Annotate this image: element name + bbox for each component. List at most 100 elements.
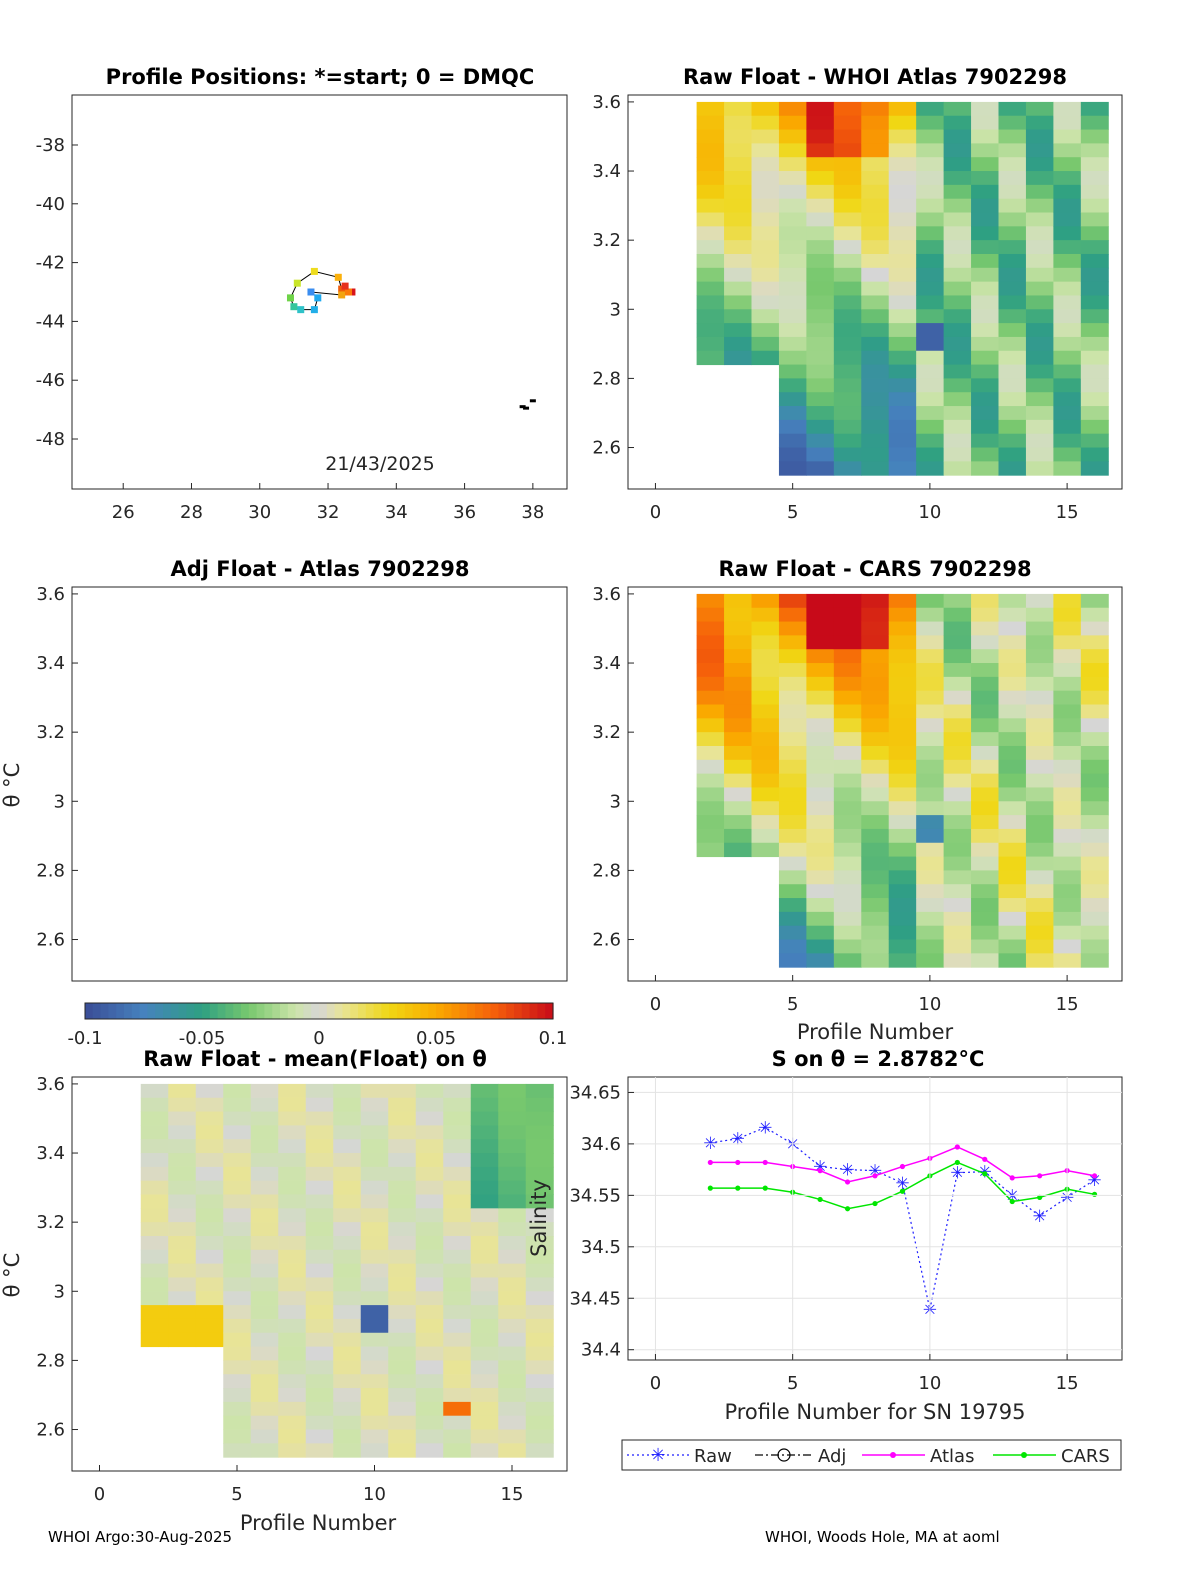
heat-cell (724, 828, 752, 844)
heat-cell (140, 1097, 169, 1113)
heat-cell (1025, 732, 1054, 747)
heat-cell (1080, 461, 1109, 476)
heat-cell (916, 198, 945, 214)
heat-cell (360, 1111, 389, 1126)
x-tick-label: 10 (363, 1484, 386, 1505)
heat-cell (806, 745, 835, 761)
heat-cell (223, 1401, 252, 1417)
heat-cell (1053, 171, 1082, 186)
heat-cell (696, 593, 725, 609)
heat-cell (724, 157, 752, 172)
heat-cell (1025, 898, 1054, 913)
heat-cell (751, 143, 780, 158)
heat-cell (833, 419, 862, 435)
heat-cell (443, 1346, 472, 1361)
heat-cell (498, 1374, 527, 1389)
heat-cell (333, 1429, 362, 1444)
heat-cell (1080, 281, 1109, 296)
heat-cell (861, 378, 890, 393)
heat-cell (971, 184, 999, 200)
colorbar-segment (467, 1003, 476, 1019)
heat-cell (696, 350, 725, 366)
series-point-atlas (762, 1159, 768, 1166)
heat-cell (916, 226, 945, 241)
heat-cell (916, 925, 945, 941)
heat-cell (971, 378, 999, 393)
heat-cell (470, 1083, 499, 1099)
heat-cell (1053, 704, 1082, 719)
heat-cell (833, 925, 862, 941)
heat-cell (943, 406, 972, 421)
heat-cell (943, 787, 972, 802)
heat-cell (998, 607, 1027, 623)
heat-cell (168, 1153, 197, 1168)
heat-cell (916, 267, 945, 283)
heat-cell (360, 1249, 389, 1265)
heat-cell (470, 1346, 499, 1361)
heat-cell (971, 198, 999, 214)
y-tick-label: 2.6 (592, 438, 621, 459)
heat-cell (1080, 856, 1109, 871)
heat-cell (388, 1415, 417, 1431)
heat-cell (916, 884, 945, 899)
heat-cell (278, 1374, 307, 1389)
series-point-atlas (817, 1168, 823, 1174)
heat-cell (278, 1166, 307, 1182)
heat-cell (696, 253, 725, 269)
heat-cell (943, 240, 972, 255)
heat-cell (140, 1235, 169, 1251)
heat-cell (1025, 392, 1054, 407)
colorbar-segment (124, 1003, 133, 1019)
heat-cell (278, 1083, 307, 1099)
heat-cell (1053, 198, 1082, 214)
heat-cell (1053, 226, 1082, 241)
heat-cell (888, 378, 917, 393)
heat-cell (916, 184, 945, 200)
heat-cell (498, 1166, 527, 1182)
heat-cell (1025, 607, 1054, 623)
heat-cell (943, 621, 972, 636)
heat-cell (333, 1305, 362, 1320)
heat-cell (278, 1388, 307, 1403)
heat-cell (916, 690, 945, 706)
heat-cell (696, 115, 725, 131)
heat-cell (168, 1305, 197, 1320)
heat-cell (778, 240, 807, 255)
heat-cell (971, 773, 999, 788)
heat-cell (470, 1305, 499, 1320)
y-tick-label: 34.45 (569, 1288, 621, 1309)
ylabel-mean-float: θ °C (0, 1253, 24, 1298)
heat-cell (1025, 718, 1054, 733)
heat-cell (696, 828, 725, 844)
heat-cell (943, 925, 972, 941)
y-tick-label: 2.6 (592, 930, 621, 951)
heat-cell (1053, 759, 1082, 775)
heat-cell (1080, 593, 1109, 609)
heat-cell (751, 129, 780, 144)
heat-cell (888, 157, 917, 172)
heat-cell (724, 143, 752, 158)
heat-cell (778, 676, 807, 692)
heat-cell (778, 732, 807, 747)
heat-cell (525, 1235, 554, 1251)
heat-cell (1025, 101, 1054, 117)
heat-cell (223, 1374, 252, 1389)
heat-cell (916, 745, 945, 761)
heat-cell (861, 115, 890, 131)
x-tick-label: 0 (94, 1484, 105, 1505)
raw-point: ✳ (868, 1162, 882, 1182)
heat-cell (250, 1388, 279, 1403)
heat-cell (916, 759, 945, 775)
heat-cell (195, 1277, 224, 1292)
heat-cell (888, 101, 917, 117)
heat-cell (1025, 870, 1054, 885)
heat-cell (943, 732, 972, 747)
heat-cell (223, 1180, 252, 1196)
colorbar-segment (428, 1003, 437, 1019)
heat-cell (1080, 143, 1109, 158)
heat-cell (833, 184, 862, 200)
heat-cell (833, 115, 862, 131)
title-cars: Raw Float - CARS 7902298 (718, 557, 1031, 581)
heat-cell (443, 1429, 472, 1444)
y-tick-label: 34.65 (569, 1082, 621, 1103)
